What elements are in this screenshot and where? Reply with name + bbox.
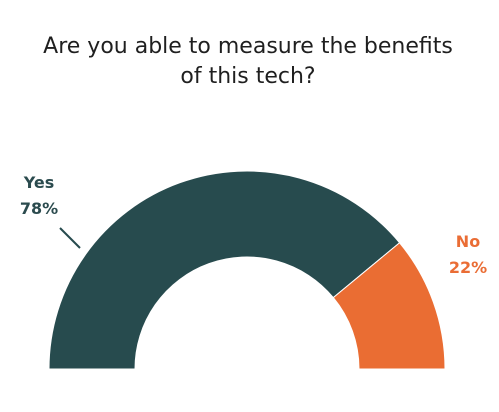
yes-leader-line: [59, 227, 81, 249]
chart-title-line-1: Are you able to measure the benefits: [43, 34, 453, 59]
slice-label-no: No: [456, 232, 480, 251]
slice-no: [332, 242, 446, 370]
chart-title-line-2: of this tech?: [180, 64, 315, 89]
slice-value-yes: 78%: [20, 199, 58, 218]
slice-group: [48, 170, 446, 370]
slice-yes: [48, 170, 401, 370]
slice-value-no: 22%: [449, 258, 487, 277]
slice-label-yes: Yes: [23, 173, 55, 192]
